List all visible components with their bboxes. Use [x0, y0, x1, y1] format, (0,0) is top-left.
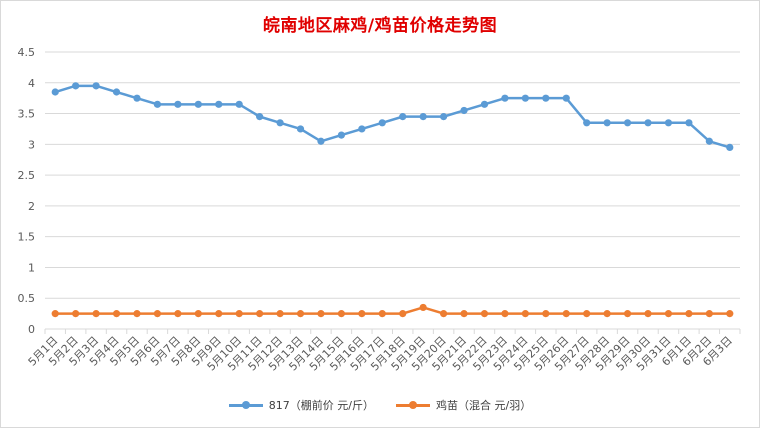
data-point [399, 310, 407, 318]
data-point [542, 310, 550, 318]
data-point [419, 303, 427, 312]
data-point [296, 310, 305, 318]
legend-label-chick: 鸡苗（混合 元/羽） [436, 399, 532, 412]
data-point [215, 100, 223, 108]
y-tick-label: 0.5 [18, 292, 36, 305]
series-line-1 [53, 306, 732, 315]
data-point [72, 310, 80, 318]
data-point [603, 119, 611, 127]
data-point [726, 143, 734, 152]
data-point [378, 310, 386, 318]
data-point [664, 119, 673, 127]
data-point [644, 119, 652, 127]
y-tick-label: 2.5 [18, 169, 36, 182]
data-point [317, 310, 325, 318]
data-point [623, 119, 632, 127]
data-point [174, 100, 182, 108]
data-point [133, 94, 141, 102]
y-tick-label: 1 [28, 261, 35, 274]
data-point [194, 310, 202, 318]
data-point [51, 88, 59, 96]
data-point [726, 310, 734, 318]
data-point [358, 125, 366, 133]
y-tick-label: 0 [28, 323, 35, 336]
data-point [72, 82, 80, 90]
data-point [337, 310, 345, 318]
legend-item-817[interactable]: 817（棚前价 元/斤） [228, 397, 374, 413]
data-point [276, 119, 284, 127]
data-point [644, 310, 652, 318]
data-point [112, 88, 121, 96]
data-point [51, 310, 59, 318]
data-point [256, 310, 264, 318]
data-point [92, 82, 100, 90]
legend-swatch-chick [396, 399, 430, 411]
data-point [583, 310, 591, 318]
data-point [562, 310, 570, 318]
data-point [92, 310, 100, 318]
data-point [480, 310, 489, 318]
y-tick-label: 2 [28, 200, 35, 213]
data-point [685, 119, 693, 127]
y-tick-label: 4 [28, 77, 35, 90]
data-point [501, 310, 509, 318]
data-point [501, 94, 509, 102]
data-point [133, 310, 141, 318]
data-point [440, 310, 448, 318]
data-point [153, 310, 162, 318]
data-point [399, 113, 407, 121]
data-point [419, 113, 427, 121]
data-point [460, 106, 468, 115]
data-point [521, 310, 529, 318]
y-tick-label: 4.5 [18, 46, 36, 59]
data-point [685, 310, 693, 318]
data-point [215, 310, 223, 318]
data-point [153, 100, 162, 108]
data-point [296, 125, 305, 133]
data-point [705, 137, 713, 145]
data-point [562, 94, 570, 102]
data-point [337, 131, 345, 139]
legend-swatch-817 [228, 399, 263, 411]
legend: 817（棚前价 元/斤） 鸡苗（混合 元/羽） [0, 397, 760, 413]
data-point [317, 137, 325, 145]
data-point [542, 94, 550, 102]
data-point [603, 310, 611, 318]
data-point [583, 119, 591, 127]
data-point [460, 310, 468, 318]
data-point [194, 100, 202, 108]
data-point [235, 310, 243, 318]
data-point [521, 94, 529, 102]
data-point [623, 310, 632, 318]
data-point [112, 310, 121, 318]
data-point [276, 310, 284, 318]
data-point [664, 310, 673, 318]
data-point [256, 113, 264, 121]
data-point [440, 113, 448, 121]
legend-label-817: 817（棚前价 元/斤） [268, 399, 374, 412]
y-tick-label: 3 [28, 138, 35, 151]
data-point [705, 310, 713, 318]
data-point [378, 119, 386, 127]
legend-item-chick[interactable]: 鸡苗（混合 元/羽） [396, 397, 531, 413]
data-point [480, 100, 489, 108]
data-point [174, 310, 182, 318]
data-point [235, 100, 243, 108]
y-tick-label: 1.5 [18, 231, 36, 244]
y-tick-label: 3.5 [18, 108, 36, 121]
series-line-0 [53, 84, 732, 149]
chart-title: 皖南地区麻鸡/鸡苗价格走势图 [262, 16, 498, 36]
data-point [358, 310, 366, 318]
